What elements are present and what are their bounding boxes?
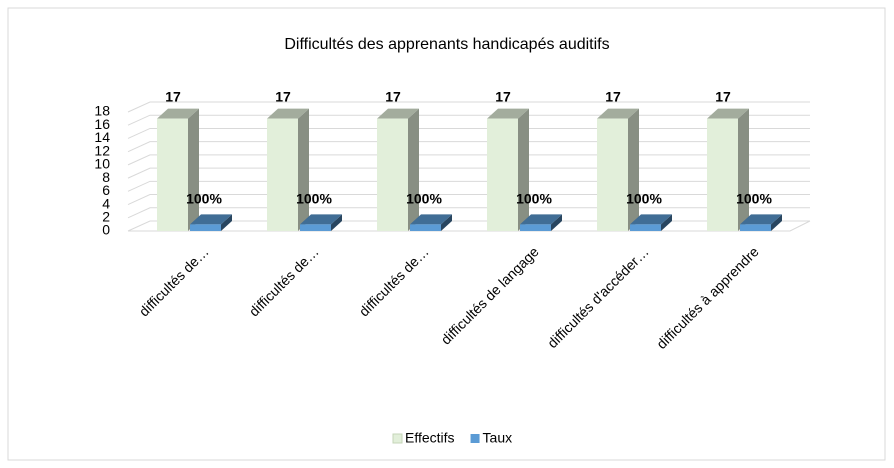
legend-label: Effectifs bbox=[405, 430, 455, 446]
y-tick-label: 8 bbox=[102, 169, 110, 185]
bar bbox=[630, 214, 672, 231]
y-tick-label: 16 bbox=[94, 116, 110, 132]
y-tick-label: 12 bbox=[94, 142, 110, 158]
grid-line bbox=[127, 101, 810, 113]
bar-side bbox=[408, 108, 419, 231]
bar-side bbox=[298, 108, 309, 231]
bar-top bbox=[740, 214, 782, 225]
bar-front bbox=[597, 118, 628, 231]
bar-front bbox=[267, 118, 298, 231]
bar-top bbox=[267, 108, 309, 119]
legend-swatch bbox=[470, 434, 480, 443]
grid-line bbox=[127, 154, 810, 166]
bar bbox=[377, 108, 419, 231]
grid-line bbox=[127, 114, 810, 126]
bar bbox=[267, 108, 309, 231]
data-label: 100% bbox=[626, 191, 662, 207]
bar-front bbox=[190, 224, 221, 231]
grid-line bbox=[127, 141, 810, 153]
bar-side bbox=[738, 108, 749, 231]
bar-front bbox=[157, 118, 188, 231]
bar-top bbox=[597, 108, 639, 119]
bar bbox=[300, 214, 342, 231]
data-label: 17 bbox=[385, 88, 401, 104]
bar-front bbox=[630, 224, 661, 231]
data-label: 100% bbox=[516, 191, 552, 207]
bar-front bbox=[740, 224, 771, 231]
bar-top bbox=[190, 214, 232, 225]
data-label: 17 bbox=[495, 88, 511, 104]
y-tick-label: 18 bbox=[94, 103, 110, 119]
y-tick-label: 2 bbox=[102, 208, 110, 224]
bar-top bbox=[300, 214, 342, 225]
data-label: 17 bbox=[715, 88, 731, 104]
bar-front bbox=[300, 224, 331, 231]
bar-side bbox=[628, 108, 639, 231]
bar bbox=[487, 108, 529, 231]
y-tick-label: 10 bbox=[94, 156, 110, 172]
bar-top bbox=[630, 214, 672, 225]
floor-edge bbox=[128, 220, 811, 232]
bar-front bbox=[487, 118, 518, 231]
data-label: 100% bbox=[186, 191, 222, 207]
data-label: 100% bbox=[406, 191, 442, 207]
bar-side bbox=[551, 214, 562, 231]
bar-front bbox=[520, 224, 551, 231]
y-tick-label: 6 bbox=[102, 182, 110, 198]
bar-front bbox=[377, 118, 408, 231]
bar-side bbox=[441, 214, 452, 231]
grid-line bbox=[127, 167, 810, 179]
legend-swatch bbox=[392, 433, 403, 444]
bar-side bbox=[661, 214, 672, 231]
bar-top bbox=[410, 214, 452, 225]
bar bbox=[707, 108, 749, 231]
bar-top bbox=[377, 108, 419, 119]
y-tick-label: 4 bbox=[102, 195, 110, 211]
grid-line bbox=[127, 220, 810, 232]
bar bbox=[597, 108, 639, 231]
grid-line bbox=[127, 127, 810, 139]
bar-top bbox=[520, 214, 562, 225]
bar-side bbox=[331, 214, 342, 231]
legend-label: Taux bbox=[483, 430, 513, 446]
bar-top bbox=[487, 108, 529, 119]
grid-line bbox=[127, 180, 810, 192]
data-label: 100% bbox=[736, 191, 772, 207]
bar-top bbox=[707, 108, 749, 119]
chart-title: Difficultés des apprenants handicapés au… bbox=[284, 36, 609, 53]
bar-side bbox=[221, 214, 232, 231]
chart-frame bbox=[7, 7, 886, 461]
bar-front bbox=[707, 118, 738, 231]
data-label: 100% bbox=[296, 191, 332, 207]
bar-side bbox=[188, 108, 199, 231]
bar bbox=[410, 214, 452, 231]
bar bbox=[190, 214, 232, 231]
data-label: 17 bbox=[605, 88, 621, 104]
bar-side bbox=[518, 108, 529, 231]
bar-front bbox=[410, 224, 441, 231]
bar-side bbox=[771, 214, 782, 231]
data-label: 17 bbox=[165, 88, 181, 104]
grid-line bbox=[127, 207, 810, 219]
y-tick-label: 14 bbox=[94, 129, 110, 145]
bar-top bbox=[157, 108, 199, 119]
bar bbox=[520, 214, 562, 231]
bar bbox=[740, 214, 782, 231]
bar bbox=[157, 108, 199, 231]
y-tick-label: 0 bbox=[102, 222, 110, 238]
data-label: 17 bbox=[275, 88, 291, 104]
grid-line bbox=[127, 194, 810, 206]
